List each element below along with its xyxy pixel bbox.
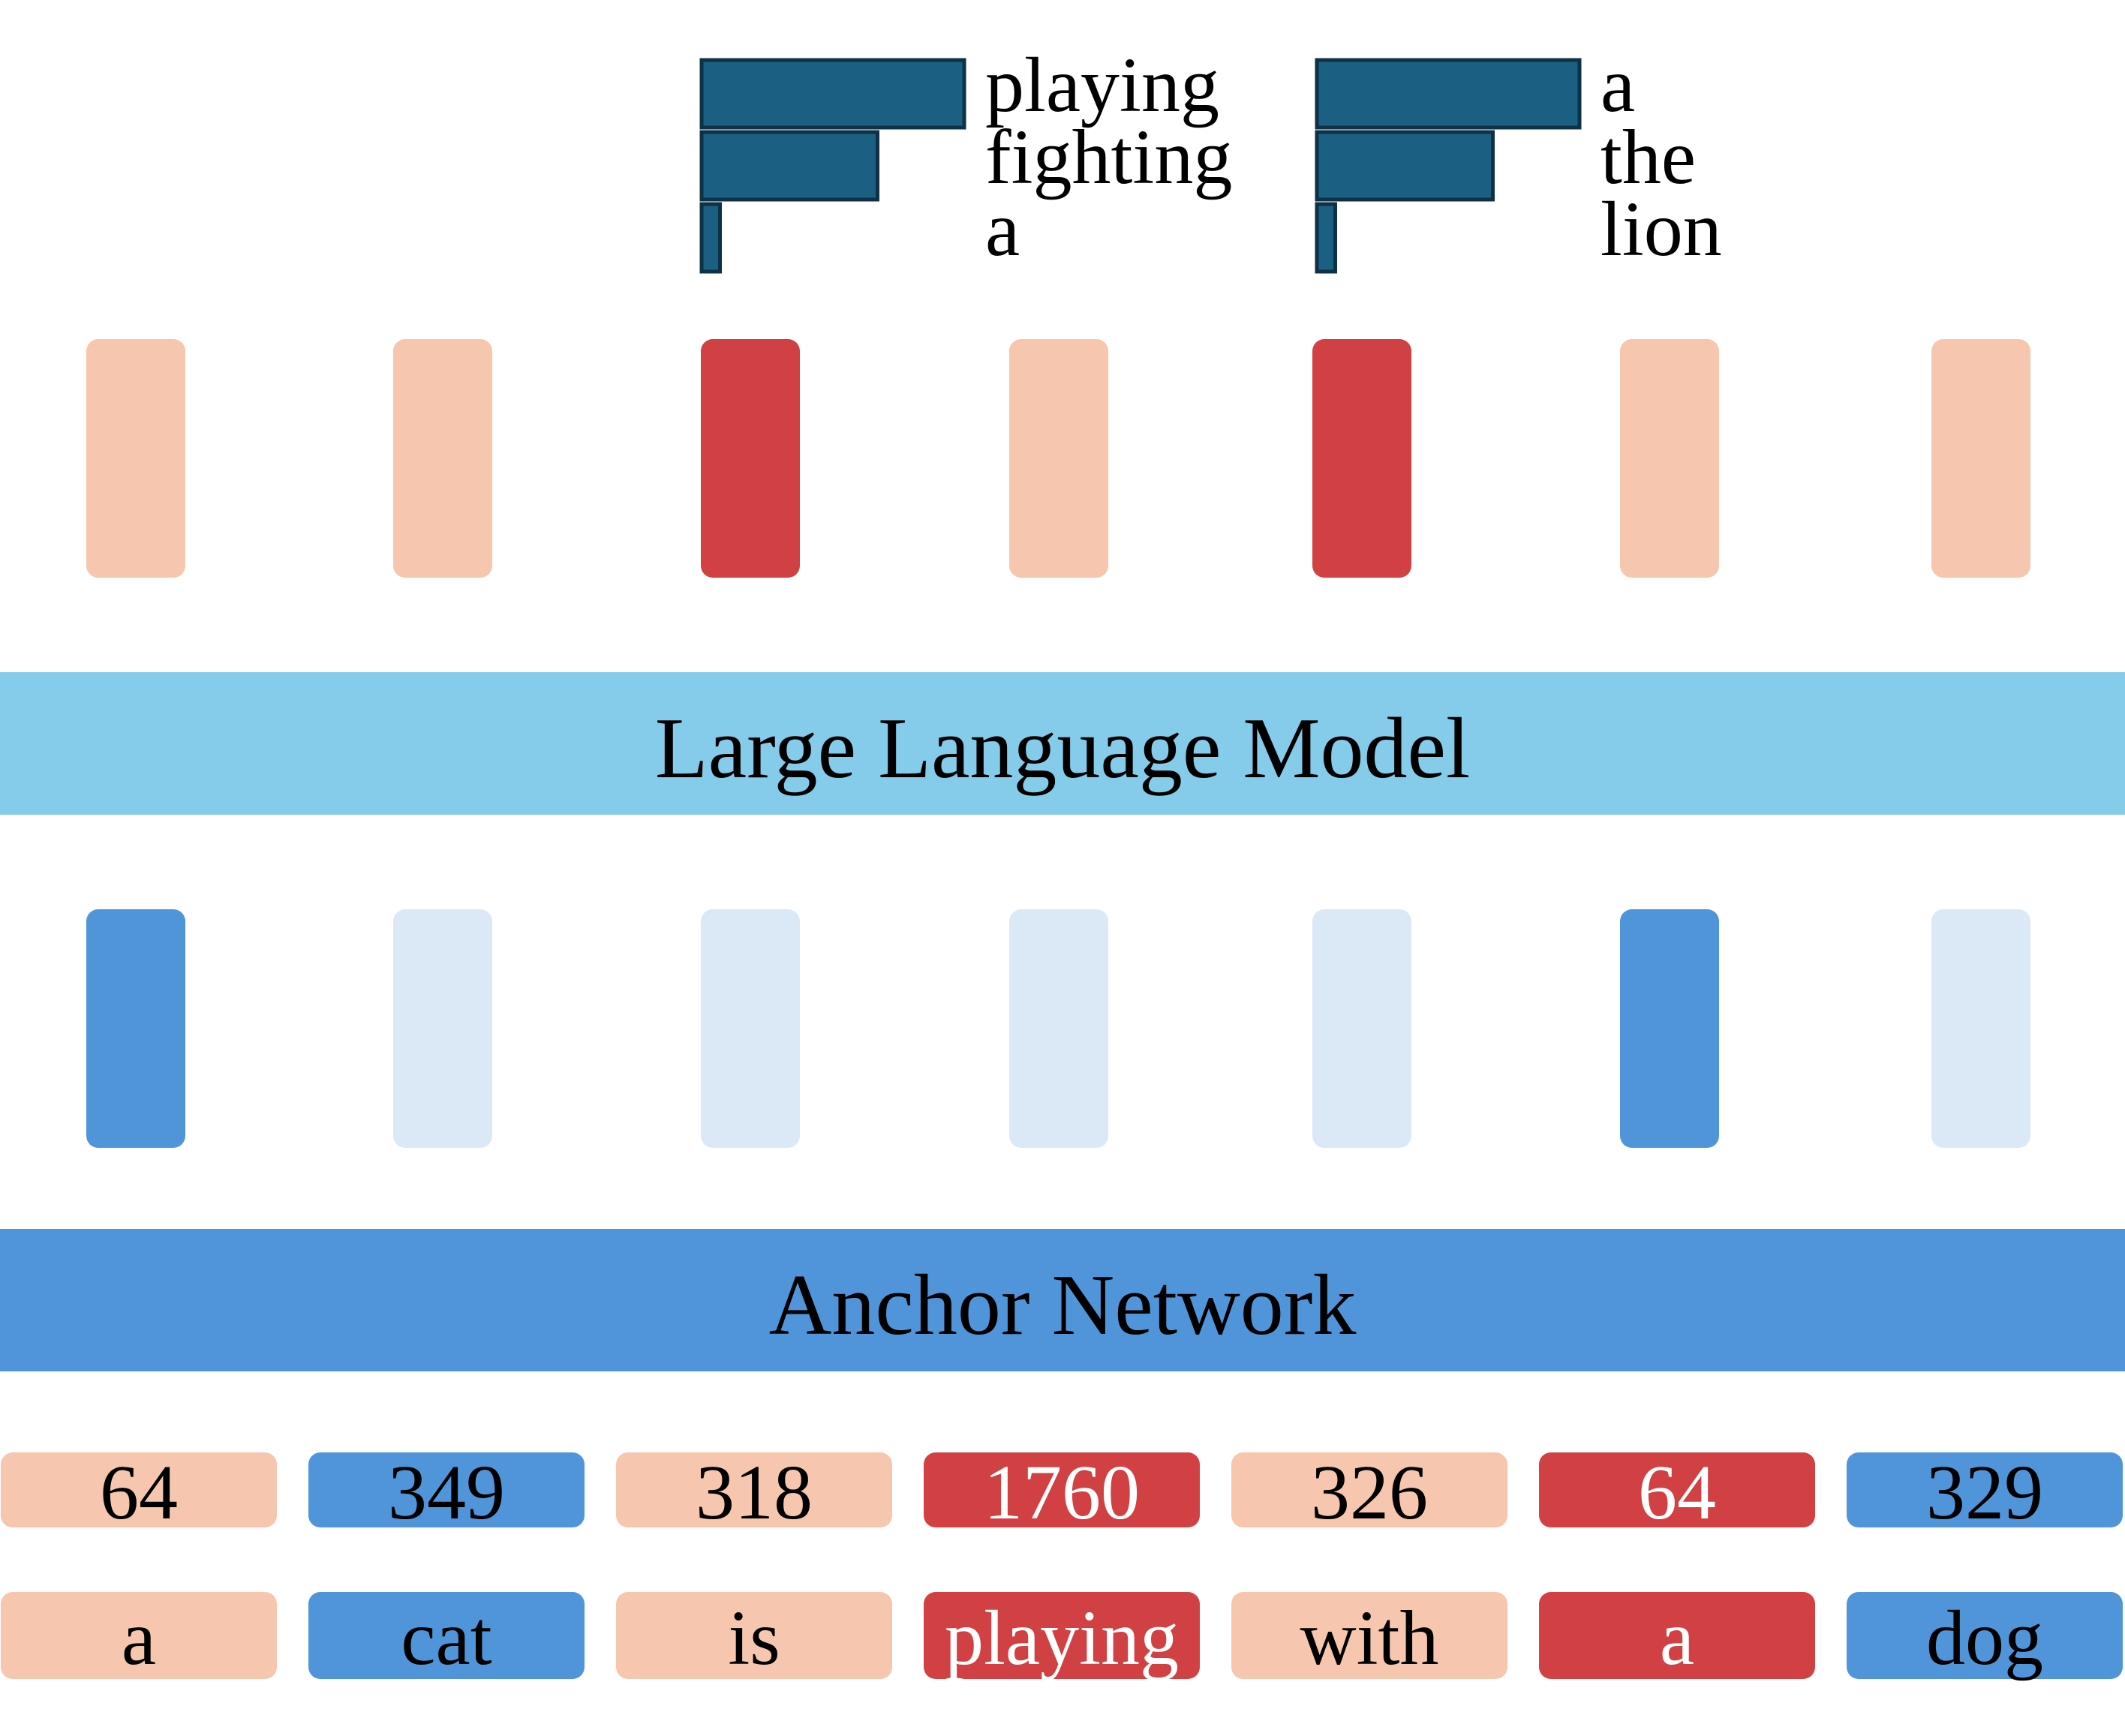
- prediction-bar: [699, 130, 879, 202]
- prediction-bar: [1315, 130, 1495, 202]
- llm-output-column-5: [1312, 339, 1411, 578]
- token-id-value: 64: [100, 1449, 178, 1536]
- token-box: [1, 1592, 277, 1679]
- token-6: a: [1539, 1592, 1815, 1681]
- token-id-row: 64 349 318 1760 326 64 329: [1, 1449, 2123, 1536]
- token-id-3: 318: [616, 1449, 892, 1536]
- token-word: playing: [945, 1595, 1179, 1681]
- token-word: is: [728, 1595, 780, 1681]
- token-id-box: [1847, 1452, 2123, 1527]
- prediction-bar: [1315, 58, 1582, 130]
- token-id-7: 329: [1847, 1449, 2123, 1536]
- anchor-output-column-6: [1620, 909, 1719, 1148]
- token-box: [308, 1592, 585, 1679]
- llm-output-column-2: [393, 339, 492, 578]
- anchor-output-column-4: [1009, 909, 1108, 1148]
- anchor-output-columns: [86, 909, 2030, 1148]
- token-id-box: [308, 1452, 585, 1527]
- anchor-band: Anchor Network: [0, 1229, 2125, 1371]
- anchor-output-column-7: [1931, 909, 2030, 1148]
- prediction-bar: [699, 202, 722, 274]
- token-word: cat: [401, 1595, 491, 1681]
- token-id-value: 64: [1638, 1449, 1716, 1536]
- token-2: cat: [308, 1592, 585, 1681]
- token-id-2: 349: [308, 1449, 585, 1536]
- token-id-box: [616, 1452, 892, 1527]
- llm-output-column-7: [1931, 339, 2030, 578]
- token-word: dog: [1926, 1595, 2043, 1681]
- token-id-box: [1231, 1452, 1507, 1527]
- prediction-label: lion: [1601, 186, 1722, 272]
- token-4: playing: [924, 1592, 1200, 1681]
- llm-output-column-3: [701, 339, 800, 578]
- llm-band-label: Large Language Model: [655, 701, 1471, 797]
- token-row: a cat is playing with a dog: [1, 1592, 2123, 1681]
- token-word: a: [1660, 1595, 1694, 1681]
- prediction-bar: [1315, 202, 1337, 274]
- prediction-label: playing: [985, 42, 1219, 128]
- llm-output-columns: [86, 339, 2030, 578]
- token-5: with: [1231, 1592, 1507, 1681]
- prediction-bar: [699, 58, 966, 130]
- token-id-value: 1760: [984, 1449, 1140, 1536]
- token-box: [1539, 1592, 1815, 1679]
- llm-output-column-1: [86, 339, 185, 578]
- llm-band-rect: [0, 672, 2125, 815]
- token-7: dog: [1847, 1592, 2123, 1681]
- anchor-output-column-2: [393, 909, 492, 1148]
- token-id-value: 326: [1311, 1449, 1428, 1536]
- token-box: [1231, 1592, 1507, 1679]
- anchor-output-column-5: [1312, 909, 1411, 1148]
- token-box: [616, 1592, 892, 1679]
- token-id-value: 329: [1926, 1449, 2043, 1536]
- llm-output-column-6: [1620, 339, 1719, 578]
- prediction-label: the: [1601, 114, 1696, 200]
- token-id-box: [924, 1452, 1200, 1527]
- token-id-value: 318: [696, 1449, 813, 1536]
- token-id-6: 64: [1539, 1449, 1815, 1536]
- prediction-label: fighting: [985, 114, 1232, 200]
- prediction-label: a: [985, 186, 1020, 272]
- token-id-value: 349: [388, 1449, 505, 1536]
- prediction-label: a: [1601, 42, 1635, 128]
- token-word: a: [122, 1595, 156, 1681]
- token-3: is: [616, 1592, 892, 1681]
- token-box: [1847, 1592, 2123, 1679]
- anchor-band-label: Anchor Network: [769, 1257, 1357, 1353]
- token-id-5: 326: [1231, 1449, 1507, 1536]
- token-1: a: [1, 1592, 277, 1681]
- anchor-output-column-1: [86, 909, 185, 1148]
- token-id-box: [1, 1452, 277, 1527]
- anchor-output-column-3: [701, 909, 800, 1148]
- token-id-4: 1760: [924, 1449, 1200, 1536]
- llm-band: Large Language Model: [0, 672, 2125, 815]
- anchor-band-rect: [0, 1229, 2125, 1371]
- token-word: with: [1300, 1595, 1439, 1681]
- token-id-box: [1539, 1452, 1815, 1527]
- token-box: [924, 1592, 1200, 1679]
- llm-output-column-4: [1009, 339, 1108, 578]
- token-id-1: 64: [1, 1449, 277, 1536]
